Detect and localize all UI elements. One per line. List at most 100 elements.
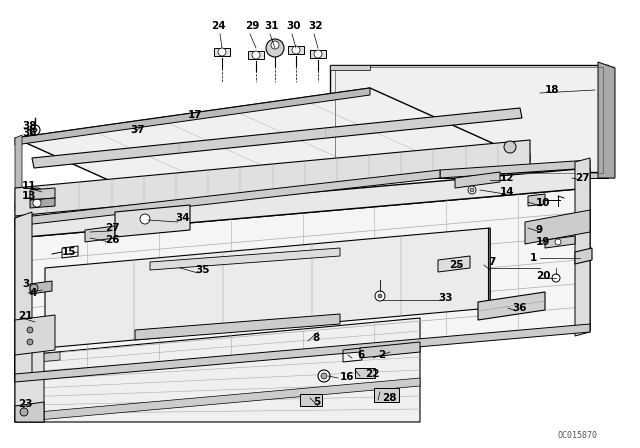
Circle shape [33,128,37,132]
Text: OC015870: OC015870 [558,431,598,440]
Text: 8: 8 [312,333,319,343]
Circle shape [266,39,284,57]
Text: 17: 17 [188,110,202,120]
Circle shape [470,188,474,192]
Text: 30: 30 [287,21,301,31]
Text: 1: 1 [530,253,537,263]
Circle shape [27,339,33,345]
Text: 23: 23 [18,399,33,409]
Circle shape [30,284,38,292]
Polygon shape [440,160,590,178]
Polygon shape [15,168,590,238]
Text: 25: 25 [449,260,463,270]
Polygon shape [15,154,530,210]
Text: 26: 26 [105,235,120,245]
Text: 37: 37 [130,125,145,135]
Bar [300,394,322,406]
Polygon shape [135,314,340,340]
Text: 33: 33 [438,293,452,303]
Text: 12: 12 [500,173,515,183]
Text: 32: 32 [308,21,323,31]
Polygon shape [15,88,530,210]
Text: 6: 6 [357,350,364,360]
Text: 29: 29 [245,21,259,31]
Polygon shape [528,194,545,206]
Circle shape [468,186,476,194]
Polygon shape [150,248,340,270]
Text: 20: 20 [536,271,550,281]
Text: 27: 27 [575,173,589,183]
Text: 27: 27 [105,223,120,233]
Polygon shape [330,65,370,70]
Text: 35: 35 [195,265,209,275]
Polygon shape [15,324,590,382]
Circle shape [140,214,150,224]
Circle shape [30,125,40,135]
Polygon shape [438,256,470,272]
Text: 34: 34 [175,213,189,223]
Text: 4: 4 [30,288,37,298]
Polygon shape [15,315,55,355]
Polygon shape [15,188,590,380]
Polygon shape [30,198,55,208]
Bar [374,388,399,402]
Text: 19: 19 [536,237,550,247]
Circle shape [33,199,41,207]
Polygon shape [360,342,420,358]
Text: 3: 3 [22,279,29,289]
Polygon shape [310,50,326,58]
Circle shape [30,188,44,202]
Polygon shape [32,108,522,168]
Polygon shape [330,172,608,178]
Circle shape [555,239,561,245]
Text: 31: 31 [265,21,279,31]
Polygon shape [15,378,420,422]
Text: 18: 18 [545,85,559,95]
Text: 21: 21 [18,311,33,321]
Polygon shape [15,318,420,422]
Polygon shape [575,158,590,336]
Polygon shape [15,88,370,145]
Text: 2: 2 [378,350,385,360]
Circle shape [292,46,300,54]
Polygon shape [45,228,490,348]
Text: 22: 22 [365,369,380,379]
Bar [355,368,375,378]
Text: 11: 11 [22,181,36,191]
Polygon shape [30,281,52,294]
Text: 14: 14 [500,187,515,197]
Polygon shape [15,350,44,422]
Circle shape [20,408,28,416]
Circle shape [552,274,560,282]
Circle shape [27,327,33,333]
Text: 13: 13 [22,191,36,201]
Polygon shape [15,140,530,216]
Text: 5: 5 [313,397,320,407]
Circle shape [318,370,330,382]
Text: 7: 7 [488,257,495,267]
Polygon shape [214,48,230,56]
Text: 10: 10 [536,198,550,208]
Circle shape [375,291,385,301]
Polygon shape [288,46,304,54]
Text: 28: 28 [382,393,397,403]
Text: 38: 38 [22,121,36,131]
Circle shape [321,373,327,379]
Circle shape [218,48,226,56]
Polygon shape [525,210,590,244]
Circle shape [314,50,322,58]
Polygon shape [545,236,575,248]
Polygon shape [15,135,22,218]
Polygon shape [30,188,55,200]
Text: 36: 36 [512,303,527,313]
Polygon shape [598,62,615,178]
Text: 24: 24 [211,21,225,31]
Polygon shape [15,212,32,381]
Circle shape [378,294,382,298]
Polygon shape [478,292,545,320]
Polygon shape [15,352,60,364]
Text: 36: 36 [22,128,36,138]
Polygon shape [85,226,115,242]
Text: 15: 15 [62,247,77,257]
Polygon shape [330,65,608,172]
